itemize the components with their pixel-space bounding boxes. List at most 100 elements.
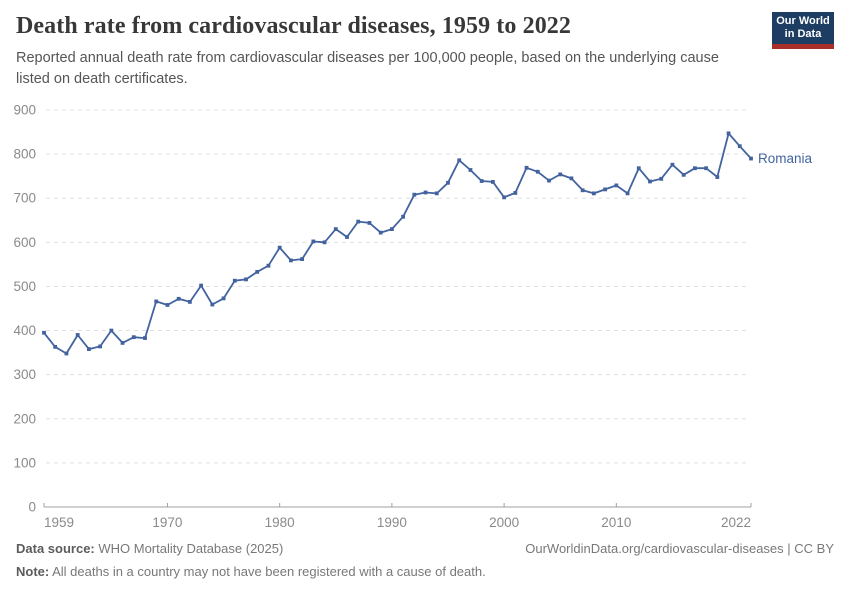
data-source-value: WHO Mortality Database (2025) — [94, 541, 284, 556]
y-tick-label: 300 — [13, 367, 36, 382]
data-point-1969 — [154, 299, 159, 304]
data-point-1970 — [165, 303, 170, 307]
data-point-2021 — [737, 144, 742, 149]
data-point-2009 — [603, 187, 608, 192]
data-point-2013 — [648, 179, 652, 184]
x-tick-label: 2022 — [721, 515, 751, 530]
y-tick-label: 100 — [13, 455, 36, 470]
chart-footer: Data source: WHO Mortality Database (202… — [16, 541, 834, 581]
data-point-1993 — [423, 190, 428, 195]
data-point-2007 — [580, 188, 585, 193]
data-point-1999 — [490, 180, 495, 184]
data-source-label: Data source: — [16, 541, 95, 556]
data-point-1978 — [255, 269, 260, 274]
data-point-1986 — [345, 235, 349, 239]
entity-label-romania[interactable]: Romania — [758, 151, 813, 166]
data-point-1976 — [232, 278, 237, 283]
data-point-1961 — [64, 351, 69, 356]
data-point-1994 — [434, 191, 439, 196]
owid-logo-stripe — [772, 44, 834, 49]
chart-header: Death rate from cardiovascular diseases,… — [16, 12, 766, 90]
data-point-1985 — [333, 227, 338, 231]
data-point-2004 — [547, 178, 551, 183]
data-point-2012 — [636, 166, 641, 171]
owid-logo[interactable]: Our World in Data — [772, 12, 834, 49]
data-point-1984 — [322, 240, 327, 245]
data-point-1987 — [356, 219, 361, 224]
data-point-1963 — [86, 347, 91, 351]
x-tick-label: 1990 — [377, 515, 407, 530]
data-point-1989 — [378, 230, 383, 235]
data-point-1998 — [479, 179, 484, 183]
data-point-2005 — [558, 172, 563, 177]
owid-citation-link[interactable]: OurWorldinData.org/cardiovascular-diseas… — [525, 541, 834, 556]
data-point-1983 — [311, 239, 316, 244]
y-tick-label: 800 — [13, 147, 36, 162]
data-point-1971 — [176, 296, 181, 301]
data-point-2003 — [535, 169, 540, 174]
data-point-1981 — [288, 258, 293, 263]
x-tick-label: 1959 — [44, 515, 74, 530]
data-point-2010 — [614, 183, 619, 188]
data-point-1992 — [412, 192, 417, 197]
data-point-1959 — [42, 330, 46, 335]
data-point-2014 — [659, 176, 664, 181]
owid-logo-text: Our World in Data — [772, 12, 834, 44]
x-tick-label: 1980 — [265, 515, 295, 530]
data-point-2020 — [726, 131, 731, 136]
x-tick-label: 1970 — [152, 515, 182, 530]
data-point-1972 — [187, 299, 192, 304]
chart-subtitle: Reported annual death rate from cardiova… — [16, 49, 719, 87]
data-point-1996 — [457, 158, 462, 163]
data-point-1974 — [210, 302, 215, 307]
chart-note: Note: All deaths in a country may not ha… — [16, 564, 834, 580]
data-source: Data source: WHO Mortality Database (202… — [16, 541, 283, 557]
data-point-1967 — [131, 335, 136, 340]
page-title: Death rate from cardiovascular diseases,… — [16, 13, 572, 39]
data-point-1965 — [109, 328, 114, 333]
y-tick-label: 0 — [28, 500, 36, 515]
data-point-1962 — [75, 333, 80, 337]
data-point-2017 — [692, 166, 697, 171]
data-point-2022 — [749, 156, 753, 161]
data-point-1966 — [120, 341, 125, 345]
data-point-1990 — [389, 227, 394, 231]
data-point-2015 — [670, 162, 675, 167]
data-point-1980 — [277, 245, 282, 250]
note-label: Note: — [16, 564, 50, 580]
data-point-2006 — [569, 176, 574, 181]
y-tick-label: 400 — [13, 323, 36, 338]
y-tick-label: 700 — [13, 191, 36, 206]
data-point-1997 — [468, 168, 473, 172]
owid-logo-line2: in Data — [784, 28, 822, 40]
data-point-1960 — [53, 344, 58, 349]
x-tick-label: 2000 — [489, 515, 519, 530]
data-point-2016 — [681, 172, 686, 177]
data-point-1973 — [199, 283, 204, 288]
data-point-2001 — [513, 191, 518, 195]
y-tick-label: 900 — [13, 103, 36, 118]
data-point-1982 — [300, 257, 305, 261]
data-point-2002 — [524, 165, 529, 170]
data-point-2000 — [502, 195, 507, 200]
data-point-2008 — [591, 191, 596, 196]
data-point-1988 — [367, 221, 372, 225]
data-point-2011 — [625, 191, 630, 196]
note-value: All deaths in a country may not have bee… — [49, 564, 486, 580]
data-point-1991 — [401, 214, 406, 219]
x-tick-label: 2010 — [601, 515, 631, 530]
data-line-romania[interactable] — [43, 132, 752, 355]
data-point-1977 — [244, 277, 248, 282]
y-tick-label: 500 — [13, 279, 36, 294]
data-point-1995 — [446, 180, 450, 185]
y-tick-label: 200 — [13, 411, 36, 426]
data-point-2018 — [704, 166, 709, 171]
data-point-1979 — [266, 263, 271, 268]
data-point-1968 — [143, 336, 147, 340]
y-tick-label: 600 — [13, 235, 36, 250]
data-point-1975 — [221, 296, 226, 301]
owid-logo-line1: Our World — [776, 15, 830, 28]
data-point-1964 — [98, 344, 103, 349]
data-point-2019 — [715, 175, 720, 179]
